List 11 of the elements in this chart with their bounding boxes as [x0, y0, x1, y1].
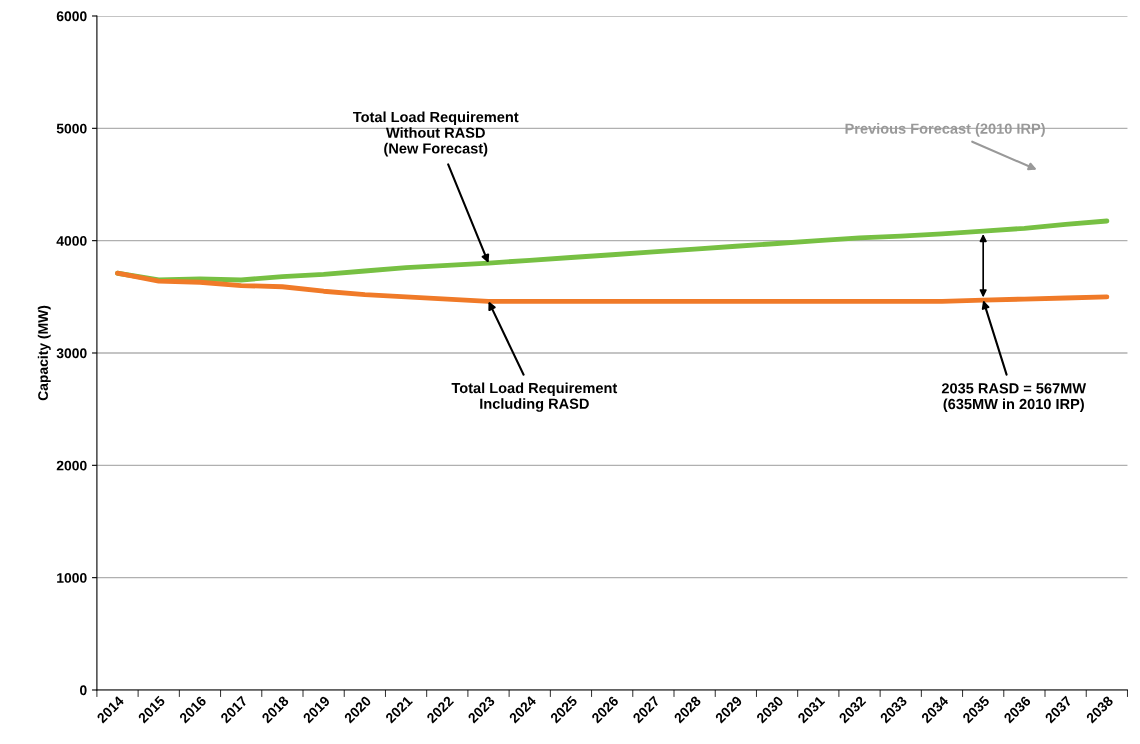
y-tick-label: 3000: [56, 348, 87, 359]
annotation: Total Load Requirement Without RASD (New Forecast): [352, 111, 519, 157]
y-tick-label: 5000: [56, 123, 87, 134]
y-tick-label: 6000: [56, 11, 87, 22]
y-axis-title: Capacity (MW): [37, 305, 51, 401]
annotation: Total Load Requirement Including RASD: [451, 382, 618, 412]
annotation: 2035 RASD = 567MW (635MW in 2010 IRP): [941, 383, 1087, 413]
y-tick-label: 0: [80, 685, 87, 696]
y-tick-label: 2000: [56, 460, 87, 471]
y-tick-label: 4000: [56, 235, 87, 246]
y-tick-label: 1000: [57, 572, 87, 583]
